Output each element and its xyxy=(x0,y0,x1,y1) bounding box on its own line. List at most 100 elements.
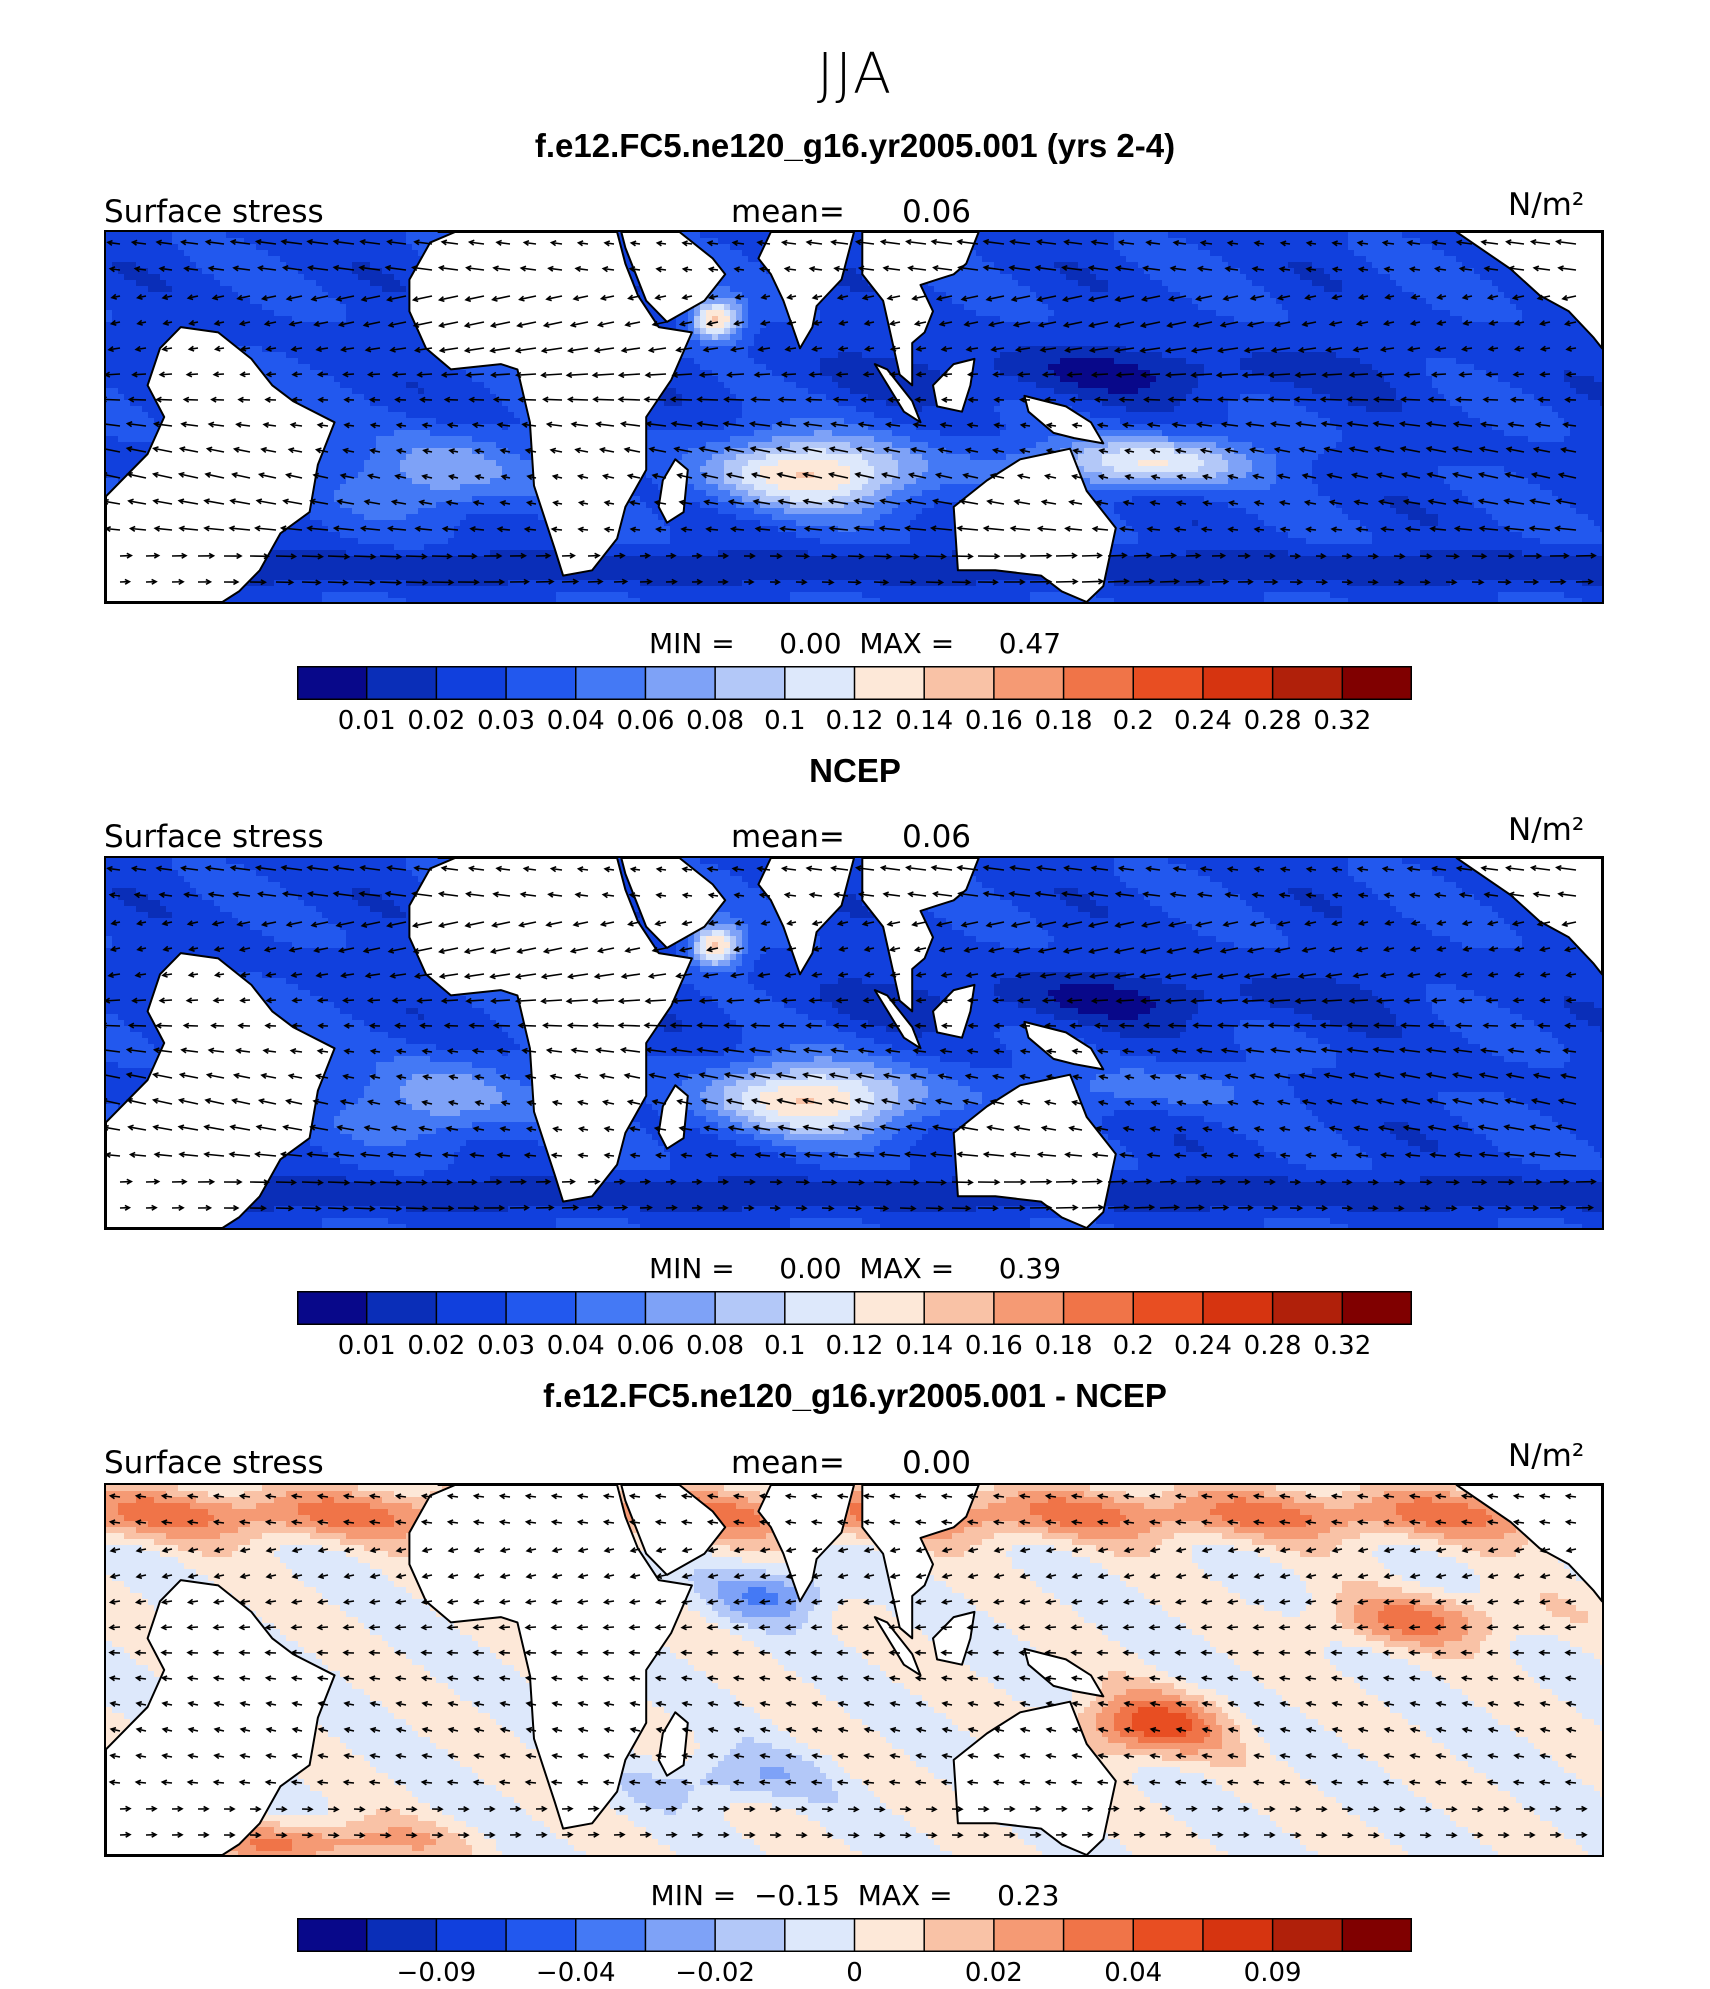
colorbar-swatch xyxy=(1202,1918,1274,1952)
colorbar-swatch xyxy=(854,666,925,700)
colorbar-tick-label: 0.2 xyxy=(1113,706,1154,736)
field-cells xyxy=(106,1485,1602,1855)
colorbar-tick-label: 0.16 xyxy=(965,706,1023,736)
colorbar-tick-label: 0.28 xyxy=(1244,1331,1302,1361)
season-title: JJA xyxy=(0,42,1710,107)
colorbar-tick-label: 0.14 xyxy=(895,1331,953,1361)
panel-1-mean-label: mean= xyxy=(731,197,845,228)
colorbar-tick-label: 0.04 xyxy=(547,1331,605,1361)
colorbar-tick-label: 0.24 xyxy=(1174,706,1232,736)
colorbar-tick-label: 0.18 xyxy=(1035,1331,1093,1361)
panel-2-mean-value: 0.06 xyxy=(902,822,971,853)
colorbar-swatch xyxy=(297,666,368,700)
panel-3-mean-label: mean= xyxy=(731,1448,845,1479)
colorbar-tick-label: 0.1 xyxy=(764,1331,805,1361)
colorbar-swatch xyxy=(1272,666,1343,700)
colorbar-tick-label: 0.09 xyxy=(1244,1958,1302,1988)
colorbar-tick-label: 0.03 xyxy=(477,706,535,736)
colorbar-tick-label: 0.06 xyxy=(616,706,674,736)
continents xyxy=(106,858,1602,1228)
colorbar-swatch xyxy=(924,666,995,700)
stress-vectors xyxy=(106,864,1597,1212)
colorbar-tick-label: 0.08 xyxy=(686,706,744,736)
colorbar-tick-label: 0.06 xyxy=(616,1331,674,1361)
colorbar-swatch xyxy=(1342,1918,1412,1952)
colorbar-swatch xyxy=(1272,1291,1343,1325)
colorbar-swatch xyxy=(575,666,646,700)
panel-1-max-value: 0.47 xyxy=(999,627,1061,660)
colorbar-tick-label: 0.08 xyxy=(686,1331,744,1361)
panel-3-mean-value: 0.00 xyxy=(902,1448,971,1479)
colorbar-swatch xyxy=(993,666,1065,700)
colorbar-swatch xyxy=(993,1918,1065,1952)
panel-1-units: N/m² xyxy=(1508,190,1584,221)
panel-2-min-label: MIN = xyxy=(649,1252,735,1285)
colorbar-swatch xyxy=(575,1918,646,1952)
panel-3-min-value: −0.15 xyxy=(754,1879,840,1912)
colorbar-swatch xyxy=(1063,666,1134,700)
colorbar-tick-label: 0 xyxy=(846,1958,863,1988)
panel-3-colorbar-ticks: −0.09 −0.04 −0.02 0 0.02 0.04 0.09 xyxy=(297,1958,1412,1988)
colorbar-swatch xyxy=(715,1918,786,1952)
panel-2-variable: Surface stress xyxy=(104,822,324,853)
colorbar-tick-label: 0.12 xyxy=(826,706,884,736)
colorbar-swatch xyxy=(1133,1918,1204,1952)
panel-1-colorbar-ticks: 0.01 0.02 0.03 0.04 0.06 0.08 0.1 0.12 0.14 0.16 0… xyxy=(297,706,1412,736)
colorbar-swatch xyxy=(784,666,855,700)
colorbar-swatch xyxy=(1063,1291,1134,1325)
colorbar-swatch xyxy=(1342,666,1412,700)
colorbar-tick-label: 0.14 xyxy=(895,706,953,736)
panel-2-minmax: MIN = 0.00 MAX = 0.39 xyxy=(0,1252,1710,1285)
colorbar-swatch xyxy=(1133,666,1204,700)
colorbar-swatch xyxy=(784,1291,855,1325)
panel-2-units: N/m² xyxy=(1508,815,1584,846)
panel-1-min-label: MIN = xyxy=(649,627,735,660)
colorbar-tick-label: 0.24 xyxy=(1174,1331,1232,1361)
colorbar-tick-label: 0.32 xyxy=(1313,706,1371,736)
colorbar-tick-label: 0.32 xyxy=(1313,1331,1371,1361)
colorbar-tick-label: 0.03 xyxy=(477,1331,535,1361)
field-cells xyxy=(106,232,1602,602)
panel-2-colorbar-ticks: 0.01 0.02 0.03 0.04 0.06 0.08 0.1 0.12 0.14 0.16 0… xyxy=(297,1331,1412,1361)
colorbar-swatch xyxy=(993,1291,1065,1325)
panel-3-title: f.e12.FC5.ne120_g16.yr2005.001 - NCEP xyxy=(0,1377,1710,1415)
colorbar-swatch xyxy=(506,1918,577,1952)
panel-2-mean-label: mean= xyxy=(731,822,845,853)
stress-vectors xyxy=(108,1493,1588,1839)
colorbar-swatch xyxy=(1063,1918,1134,1952)
colorbar-swatch xyxy=(575,1291,646,1325)
panel-3-units: N/m² xyxy=(1508,1441,1584,1472)
panel-1-mean-value: 0.06 xyxy=(902,197,971,228)
colorbar-tick-label: 0.02 xyxy=(407,706,465,736)
panel-1-variable: Surface stress xyxy=(104,197,324,228)
colorbar-tick-label: 0.02 xyxy=(965,1958,1023,1988)
colorbar-tick-label: −0.02 xyxy=(675,1958,755,1988)
colorbar-swatch xyxy=(1133,1291,1204,1325)
colorbar-swatch xyxy=(645,666,716,700)
panel-1-map-svg xyxy=(106,232,1602,602)
panel-3-variable: Surface stress xyxy=(104,1448,324,1479)
colorbar-tick-label: 0.01 xyxy=(338,1331,396,1361)
colorbar-swatch xyxy=(1202,666,1274,700)
panel-2-colorbar xyxy=(297,1291,1412,1325)
colorbar-swatch xyxy=(1342,1291,1412,1325)
panel-3-map-svg xyxy=(106,1485,1602,1855)
colorbar-tick-label: −0.04 xyxy=(536,1958,616,1988)
panel-2-max-label: MAX = xyxy=(859,1252,954,1285)
colorbar-swatch xyxy=(366,1291,437,1325)
colorbar-swatch xyxy=(854,1918,925,1952)
colorbar-swatch xyxy=(1272,1918,1343,1952)
colorbar-swatch xyxy=(506,666,577,700)
panel-2-min-value: 0.00 xyxy=(779,1252,841,1285)
colorbar-tick-label: 0.02 xyxy=(407,1331,465,1361)
colorbar-swatch xyxy=(436,1291,507,1325)
colorbar-swatch xyxy=(506,1291,577,1325)
panel-3-map xyxy=(104,1483,1604,1857)
colorbar-tick-label: −0.09 xyxy=(397,1958,477,1988)
field-cells xyxy=(106,858,1602,1228)
panel-3-max-label: MAX = xyxy=(858,1879,953,1912)
panel-2-max-value: 0.39 xyxy=(999,1252,1061,1285)
colorbar-swatch xyxy=(715,1291,786,1325)
continents xyxy=(106,232,1602,602)
panel-1-max-label: MAX = xyxy=(859,627,954,660)
